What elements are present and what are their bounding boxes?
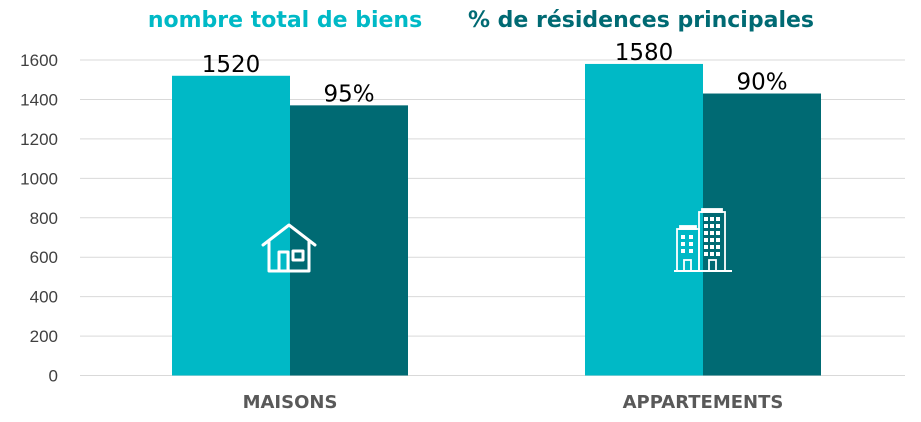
building-icon [674,208,732,272]
y-tick-label: 1200 [20,130,58,149]
category-icons [261,208,732,273]
legend: nombre total de biens % de résidences pr… [148,8,814,33]
bars [172,63,821,376]
x-axis-label: APPARTEMENTS [623,392,784,413]
data-label: 90% [736,70,787,96]
y-tick-label: 400 [30,288,58,307]
legend-series-residences: % de résidences principales [468,8,814,33]
y-tick-label: 1600 [20,51,58,70]
y-tick-label: 200 [30,327,58,346]
bar-total-maisons [172,75,290,376]
legend-series-total: nombre total de biens [148,8,422,33]
y-axis-ticks: 0 200 400 600 800 1000 1200 1400 1600 [20,51,58,386]
y-tick-label: 0 [49,367,58,386]
bar-total-appartements [585,63,703,376]
bar-residences-appartements [703,93,821,376]
y-tick-label: 1000 [20,169,58,188]
data-label: 1520 [202,52,261,78]
data-labels: 1520 95% 1580 90% [202,40,788,107]
y-tick-label: 1400 [20,90,58,109]
data-label: 95% [323,81,374,107]
data-label: 1580 [615,40,674,66]
y-tick-label: 600 [30,248,58,267]
y-tick-label: 800 [30,209,58,228]
x-axis-label: MAISONS [243,392,338,413]
x-axis-labels: MAISONS APPARTEMENTS [243,392,784,413]
house-icon [261,223,317,273]
